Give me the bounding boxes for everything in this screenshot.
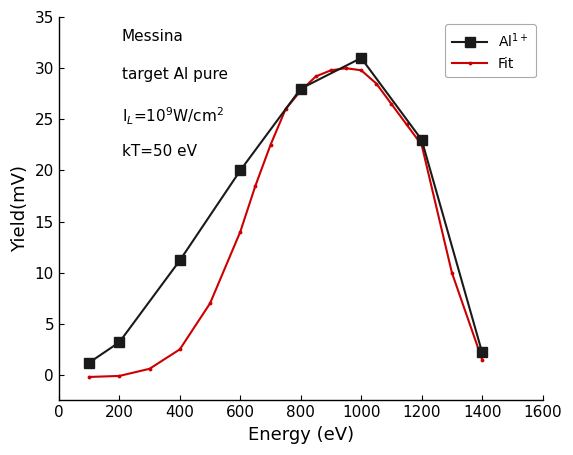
Legend: Al$^{1+}$, Fit: Al$^{1+}$, Fit xyxy=(445,24,536,77)
Fit xyxy=(237,229,244,234)
Fit xyxy=(449,270,456,275)
Fit xyxy=(388,101,395,107)
Fit xyxy=(478,357,485,362)
Fit xyxy=(373,81,380,86)
Text: Messina: Messina xyxy=(122,29,184,44)
Al$^{1+}$ xyxy=(418,137,425,142)
Fit xyxy=(343,66,350,71)
Fit xyxy=(267,142,274,147)
Text: target Al pure: target Al pure xyxy=(122,67,228,82)
Fit xyxy=(403,122,410,127)
Fit xyxy=(207,301,214,306)
Fit xyxy=(297,88,304,93)
Text: kT=50 eV: kT=50 eV xyxy=(122,144,197,159)
X-axis label: Energy (eV): Energy (eV) xyxy=(248,426,354,444)
Fit xyxy=(146,366,153,372)
Fit xyxy=(176,347,183,352)
Fit xyxy=(116,373,123,379)
Fit xyxy=(86,374,93,379)
Al$^{1+}$ xyxy=(116,339,123,345)
Al$^{1+}$ xyxy=(176,258,183,263)
Fit xyxy=(312,74,319,79)
Line: Al$^{1+}$: Al$^{1+}$ xyxy=(84,53,487,368)
Fit xyxy=(252,183,259,188)
Al$^{1+}$ xyxy=(297,86,304,91)
Fit xyxy=(282,106,289,112)
Y-axis label: Yield(mV): Yield(mV) xyxy=(11,165,29,252)
Al$^{1+}$ xyxy=(358,55,364,61)
Fit xyxy=(328,67,335,73)
Line: Fit: Fit xyxy=(87,66,485,379)
Al$^{1+}$ xyxy=(237,168,244,173)
Al$^{1+}$ xyxy=(478,350,485,355)
Fit xyxy=(358,67,364,73)
Text: I$_L$=10$^9$W/cm$^2$: I$_L$=10$^9$W/cm$^2$ xyxy=(122,105,223,126)
Fit xyxy=(418,142,425,147)
Al$^{1+}$ xyxy=(86,360,93,365)
